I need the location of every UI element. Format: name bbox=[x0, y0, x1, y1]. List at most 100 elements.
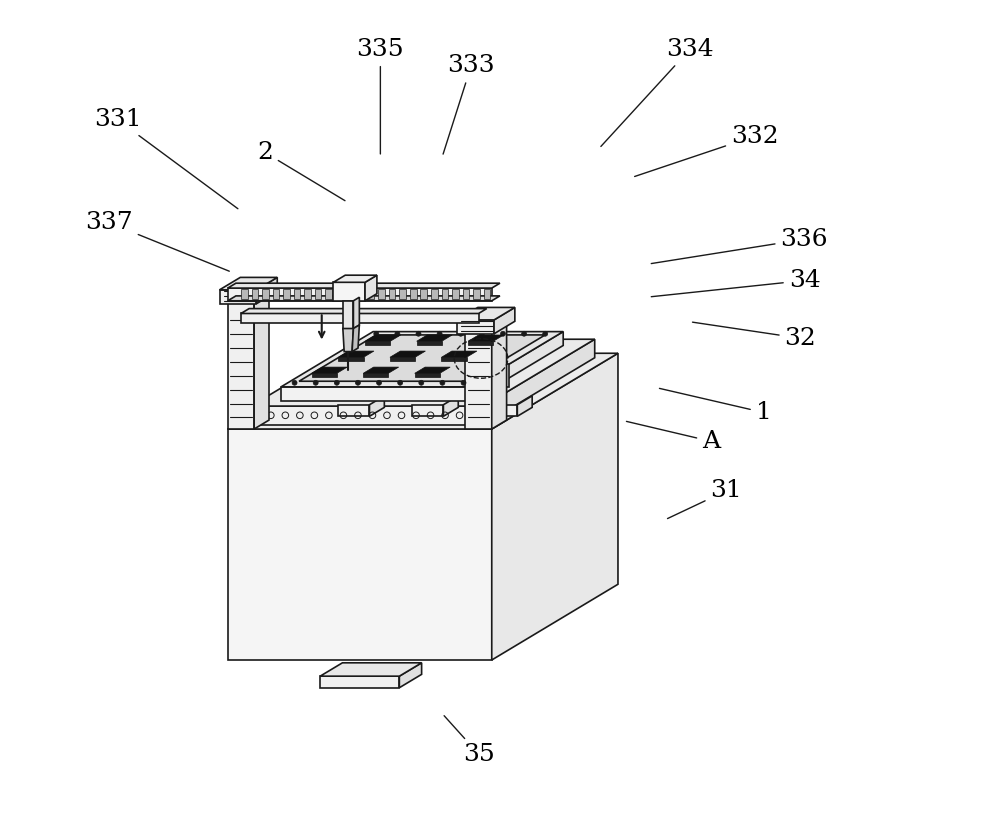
Polygon shape bbox=[241, 309, 487, 314]
Polygon shape bbox=[410, 290, 417, 299]
Polygon shape bbox=[294, 290, 300, 299]
Circle shape bbox=[416, 332, 421, 337]
Polygon shape bbox=[256, 277, 277, 304]
Polygon shape bbox=[254, 293, 269, 429]
Polygon shape bbox=[441, 351, 477, 357]
Polygon shape bbox=[499, 365, 509, 388]
Circle shape bbox=[458, 332, 463, 337]
Polygon shape bbox=[228, 293, 269, 302]
Polygon shape bbox=[415, 374, 440, 377]
Circle shape bbox=[440, 380, 445, 385]
Circle shape bbox=[522, 332, 527, 337]
Polygon shape bbox=[365, 335, 401, 342]
Polygon shape bbox=[412, 405, 443, 417]
Text: 334: 334 bbox=[601, 38, 714, 147]
Polygon shape bbox=[228, 283, 500, 288]
Circle shape bbox=[419, 380, 424, 385]
Polygon shape bbox=[228, 353, 618, 429]
Text: 31: 31 bbox=[668, 479, 742, 519]
Polygon shape bbox=[492, 323, 507, 429]
Polygon shape bbox=[343, 328, 353, 351]
Polygon shape bbox=[399, 662, 422, 688]
Polygon shape bbox=[320, 676, 399, 688]
Text: 2: 2 bbox=[257, 141, 345, 200]
Circle shape bbox=[395, 332, 400, 337]
Polygon shape bbox=[338, 351, 374, 357]
Polygon shape bbox=[241, 314, 479, 323]
Circle shape bbox=[313, 380, 318, 385]
Text: 337: 337 bbox=[85, 211, 229, 271]
Circle shape bbox=[461, 380, 466, 385]
Circle shape bbox=[479, 332, 484, 337]
Polygon shape bbox=[420, 290, 427, 299]
Polygon shape bbox=[251, 339, 595, 406]
Polygon shape bbox=[347, 290, 353, 299]
Polygon shape bbox=[312, 367, 347, 374]
Polygon shape bbox=[368, 290, 374, 299]
Polygon shape bbox=[251, 406, 483, 425]
Text: 35: 35 bbox=[444, 716, 495, 766]
Circle shape bbox=[355, 380, 360, 385]
Polygon shape bbox=[431, 290, 438, 299]
Polygon shape bbox=[220, 277, 277, 290]
Polygon shape bbox=[353, 297, 359, 328]
Circle shape bbox=[500, 332, 505, 337]
Polygon shape bbox=[363, 374, 388, 377]
Polygon shape bbox=[365, 276, 377, 301]
Polygon shape bbox=[399, 290, 406, 299]
Polygon shape bbox=[389, 290, 395, 299]
Polygon shape bbox=[457, 320, 494, 334]
Text: 335: 335 bbox=[357, 38, 404, 154]
Polygon shape bbox=[343, 301, 353, 328]
Polygon shape bbox=[465, 323, 507, 332]
Polygon shape bbox=[468, 342, 493, 345]
Polygon shape bbox=[484, 290, 490, 299]
Polygon shape bbox=[457, 308, 515, 320]
Text: 332: 332 bbox=[635, 125, 779, 177]
Text: 333: 333 bbox=[443, 54, 495, 154]
Circle shape bbox=[398, 380, 403, 385]
Polygon shape bbox=[281, 387, 471, 401]
Polygon shape bbox=[417, 342, 442, 345]
Polygon shape bbox=[338, 357, 364, 361]
Polygon shape bbox=[312, 374, 337, 377]
Text: 32: 32 bbox=[692, 322, 816, 350]
Circle shape bbox=[292, 380, 297, 385]
Circle shape bbox=[437, 332, 442, 337]
Text: 1: 1 bbox=[659, 389, 772, 424]
Polygon shape bbox=[390, 351, 425, 357]
Text: 336: 336 bbox=[651, 228, 828, 263]
Polygon shape bbox=[228, 288, 492, 301]
Polygon shape bbox=[483, 339, 595, 425]
Polygon shape bbox=[281, 332, 563, 387]
Polygon shape bbox=[352, 325, 359, 351]
Polygon shape bbox=[304, 290, 311, 299]
Polygon shape bbox=[336, 290, 343, 299]
Polygon shape bbox=[325, 290, 332, 299]
Polygon shape bbox=[468, 335, 504, 342]
Polygon shape bbox=[338, 405, 369, 417]
Circle shape bbox=[377, 380, 382, 385]
Polygon shape bbox=[252, 290, 258, 299]
Polygon shape bbox=[443, 396, 458, 417]
Polygon shape bbox=[363, 367, 399, 374]
Polygon shape bbox=[517, 396, 532, 417]
Polygon shape bbox=[228, 429, 492, 660]
Polygon shape bbox=[417, 335, 452, 342]
Polygon shape bbox=[465, 332, 492, 429]
Polygon shape bbox=[378, 290, 385, 299]
Text: A: A bbox=[626, 422, 720, 453]
Polygon shape bbox=[299, 335, 545, 381]
Circle shape bbox=[543, 332, 548, 337]
Polygon shape bbox=[452, 290, 459, 299]
Circle shape bbox=[334, 380, 339, 385]
Polygon shape bbox=[220, 290, 256, 304]
Polygon shape bbox=[228, 296, 500, 301]
Polygon shape bbox=[441, 357, 467, 361]
Polygon shape bbox=[320, 662, 422, 676]
Polygon shape bbox=[415, 367, 450, 374]
Polygon shape bbox=[486, 405, 517, 417]
Polygon shape bbox=[357, 290, 364, 299]
Polygon shape bbox=[492, 353, 618, 660]
Polygon shape bbox=[333, 282, 365, 301]
